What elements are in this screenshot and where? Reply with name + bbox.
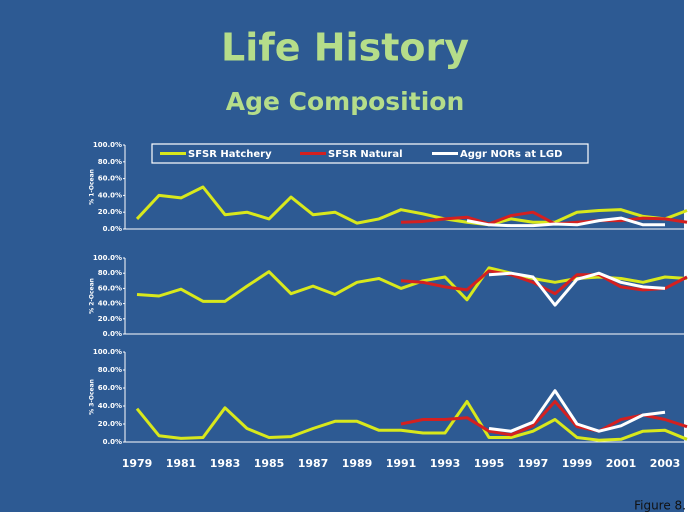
x-tick-label: 1995 — [474, 457, 505, 470]
subtitle: Age Composition — [226, 87, 465, 116]
x-tick-label: 1993 — [430, 457, 461, 470]
y-axis-label: % 3-Ocean — [89, 379, 96, 415]
series-line — [135, 400, 688, 442]
y-tick-label: 100.0% — [93, 348, 122, 356]
y-axis-label: % 2-Ocean — [89, 278, 96, 314]
y-tick-label: 0.0% — [103, 438, 122, 446]
y-tick-label: 20.0% — [98, 420, 122, 428]
series-line — [135, 185, 688, 227]
x-tick-label: 1999 — [562, 457, 593, 470]
legend-label: SFSR Natural — [328, 149, 403, 160]
slide-background — [0, 0, 684, 512]
series-line — [488, 389, 666, 433]
x-tick-label: 1991 — [386, 457, 417, 470]
x-tick-label: 1979 — [122, 457, 153, 470]
y-tick-label: 40.0% — [98, 191, 122, 199]
y-tick-label: 20.0% — [98, 208, 122, 216]
y-tick-label: 60.0% — [98, 175, 122, 183]
y-tick-label: 80.0% — [98, 269, 122, 277]
y-tick-label: 60.0% — [98, 284, 122, 292]
series-line — [400, 210, 688, 226]
y-tick-label: 20.0% — [98, 315, 122, 323]
y-tick-label: 40.0% — [98, 300, 122, 308]
series-line — [136, 266, 688, 303]
x-tick-label: 1989 — [342, 457, 373, 470]
y-axis-label: % 1-Ocean — [89, 169, 96, 205]
legend-label: Aggr NORs at LGD — [460, 149, 562, 160]
y-tick-label: 60.0% — [98, 384, 122, 392]
y-tick-label: 80.0% — [98, 158, 122, 166]
legend-box — [151, 143, 589, 164]
title: Life History — [221, 26, 469, 70]
y-tick-label: 40.0% — [98, 402, 122, 410]
x-tick-label: 2003 — [650, 457, 681, 470]
y-tick-label: 100.0% — [93, 141, 122, 149]
x-tick-label: 1985 — [254, 457, 285, 470]
series-line — [400, 269, 688, 296]
y-tick-label: 0.0% — [103, 330, 122, 338]
caption: Figure 8. — [634, 499, 686, 513]
x-tick-label: 1987 — [298, 457, 329, 470]
x-tick-label: 1983 — [210, 457, 241, 470]
x-tick-label: 1997 — [518, 457, 549, 470]
y-tick-label: 80.0% — [98, 366, 122, 374]
x-tick-label: 2001 — [606, 457, 637, 470]
y-tick-label: 0.0% — [103, 225, 122, 233]
x-tick-label: 1981 — [166, 457, 197, 470]
y-tick-label: 100.0% — [93, 254, 122, 262]
series-line — [466, 216, 665, 228]
series-line — [488, 271, 666, 307]
legend-label: SFSR Hatchery — [188, 149, 272, 160]
